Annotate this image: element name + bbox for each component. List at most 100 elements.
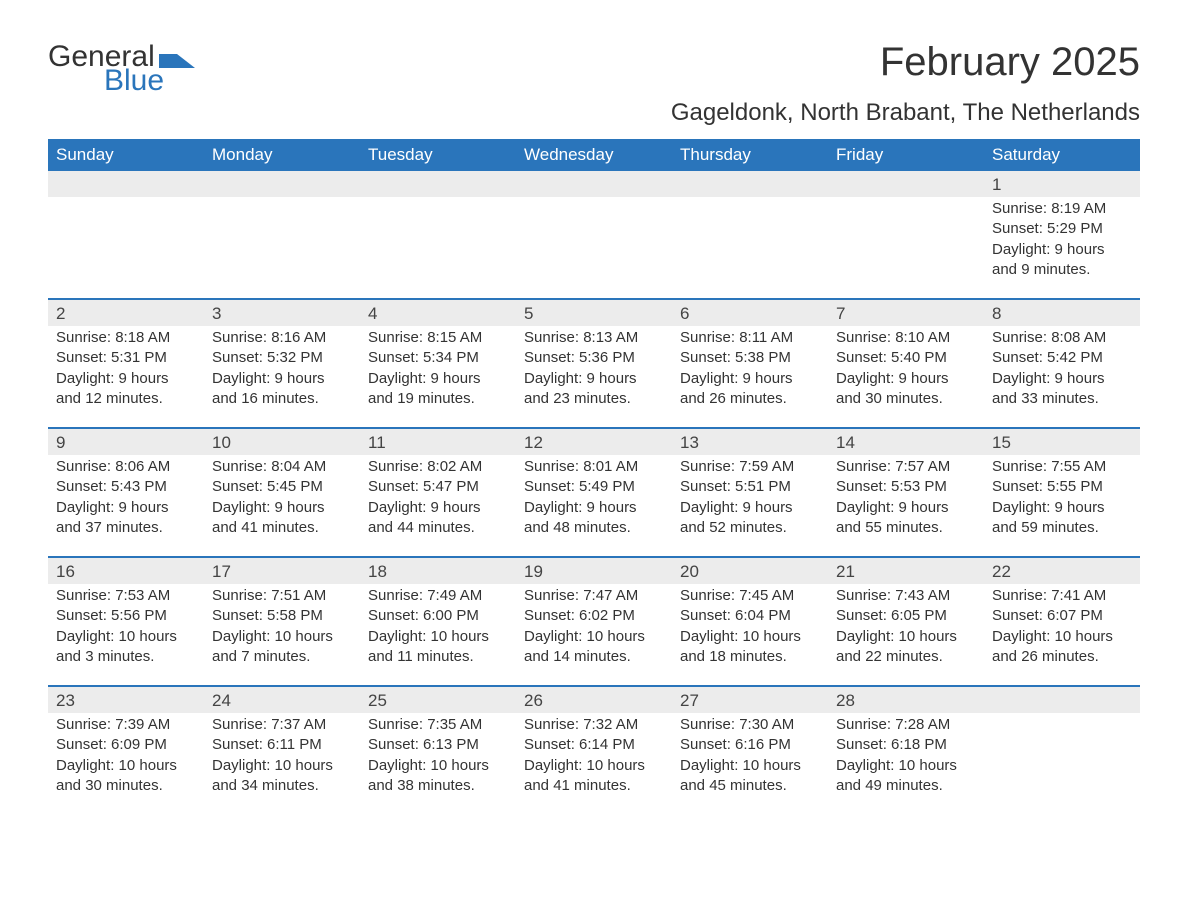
daylight-text: Daylight: 9 hours and 30 minutes. xyxy=(836,369,976,410)
sunrise-text: Sunrise: 7:43 AM xyxy=(836,586,976,606)
sunset-text: Sunset: 6:05 PM xyxy=(836,606,976,626)
sunrise-text: Sunrise: 7:59 AM xyxy=(680,457,820,477)
daylight-text: Daylight: 10 hours and 11 minutes. xyxy=(368,627,508,668)
day-detail-cell xyxy=(984,713,1140,814)
sunrise-text: Sunrise: 7:30 AM xyxy=(680,715,820,735)
daylight-text: Daylight: 9 hours and 9 minutes. xyxy=(992,240,1132,281)
day-header: Wednesday xyxy=(516,139,672,171)
sunset-text: Sunset: 5:31 PM xyxy=(56,348,196,368)
daylight-text: Daylight: 10 hours and 30 minutes. xyxy=(56,756,196,797)
day-detail-cell: Sunrise: 7:47 AMSunset: 6:02 PMDaylight:… xyxy=(516,584,672,685)
day-detail-cell: Sunrise: 8:11 AMSunset: 5:38 PMDaylight:… xyxy=(672,326,828,427)
sunrise-text: Sunrise: 8:08 AM xyxy=(992,328,1132,348)
day-detail-cell xyxy=(204,197,360,298)
daylight-text: Daylight: 9 hours and 52 minutes. xyxy=(680,498,820,539)
day-detail-cell: Sunrise: 8:16 AMSunset: 5:32 PMDaylight:… xyxy=(204,326,360,427)
sunrise-text: Sunrise: 7:41 AM xyxy=(992,586,1132,606)
day-detail-cell: Sunrise: 7:43 AMSunset: 6:05 PMDaylight:… xyxy=(828,584,984,685)
day-detail-cell xyxy=(672,197,828,298)
daylight-text: Daylight: 10 hours and 38 minutes. xyxy=(368,756,508,797)
daylight-text: Daylight: 9 hours and 41 minutes. xyxy=(212,498,352,539)
day-detail-cell: Sunrise: 7:35 AMSunset: 6:13 PMDaylight:… xyxy=(360,713,516,814)
month-title: February 2025 xyxy=(671,40,1140,85)
sunset-text: Sunset: 5:32 PM xyxy=(212,348,352,368)
day-detail-cell: Sunrise: 8:15 AMSunset: 5:34 PMDaylight:… xyxy=(360,326,516,427)
sunrise-text: Sunrise: 7:49 AM xyxy=(368,586,508,606)
day-detail-cell: Sunrise: 7:39 AMSunset: 6:09 PMDaylight:… xyxy=(48,713,204,814)
sunrise-text: Sunrise: 7:51 AM xyxy=(212,586,352,606)
sunrise-text: Sunrise: 8:16 AM xyxy=(212,328,352,348)
sunrise-text: Sunrise: 8:18 AM xyxy=(56,328,196,348)
sunrise-text: Sunrise: 7:28 AM xyxy=(836,715,976,735)
day-header: Monday xyxy=(204,139,360,171)
sunset-text: Sunset: 6:02 PM xyxy=(524,606,664,626)
daylight-text: Daylight: 10 hours and 26 minutes. xyxy=(992,627,1132,668)
daylight-text: Daylight: 9 hours and 55 minutes. xyxy=(836,498,976,539)
day-detail-cell: Sunrise: 7:28 AMSunset: 6:18 PMDaylight:… xyxy=(828,713,984,814)
sunset-text: Sunset: 5:45 PM xyxy=(212,477,352,497)
sunset-text: Sunset: 6:13 PM xyxy=(368,735,508,755)
sunset-text: Sunset: 6:11 PM xyxy=(212,735,352,755)
daylight-text: Daylight: 10 hours and 49 minutes. xyxy=(836,756,976,797)
day-number-cell: 22 xyxy=(984,558,1140,584)
sunset-text: Sunset: 5:38 PM xyxy=(680,348,820,368)
sunrise-text: Sunrise: 7:47 AM xyxy=(524,586,664,606)
daylight-text: Daylight: 10 hours and 7 minutes. xyxy=(212,627,352,668)
daylight-text: Daylight: 9 hours and 12 minutes. xyxy=(56,369,196,410)
daylight-text: Daylight: 9 hours and 33 minutes. xyxy=(992,369,1132,410)
sunset-text: Sunset: 5:34 PM xyxy=(368,348,508,368)
sunset-text: Sunset: 5:40 PM xyxy=(836,348,976,368)
day-detail-cell: Sunrise: 8:10 AMSunset: 5:40 PMDaylight:… xyxy=(828,326,984,427)
day-number-cell: 4 xyxy=(360,300,516,326)
day-number-cell xyxy=(984,687,1140,713)
daylight-text: Daylight: 9 hours and 16 minutes. xyxy=(212,369,352,410)
day-detail-cell: Sunrise: 8:02 AMSunset: 5:47 PMDaylight:… xyxy=(360,455,516,556)
logo-word2: Blue xyxy=(104,64,164,98)
day-number-cell: 27 xyxy=(672,687,828,713)
day-number-cell xyxy=(516,171,672,197)
sunset-text: Sunset: 5:42 PM xyxy=(992,348,1132,368)
daylight-text: Daylight: 9 hours and 26 minutes. xyxy=(680,369,820,410)
sunset-text: Sunset: 5:36 PM xyxy=(524,348,664,368)
daylight-text: Daylight: 10 hours and 22 minutes. xyxy=(836,627,976,668)
sunrise-text: Sunrise: 7:35 AM xyxy=(368,715,508,735)
day-number-cell: 14 xyxy=(828,429,984,455)
day-detail-cell: Sunrise: 8:06 AMSunset: 5:43 PMDaylight:… xyxy=(48,455,204,556)
sunrise-text: Sunrise: 8:01 AM xyxy=(524,457,664,477)
day-header: Tuesday xyxy=(360,139,516,171)
sunrise-text: Sunrise: 8:04 AM xyxy=(212,457,352,477)
daylight-text: Daylight: 10 hours and 18 minutes. xyxy=(680,627,820,668)
logo: General Blue xyxy=(48,40,195,98)
day-number-cell: 28 xyxy=(828,687,984,713)
day-number-cell: 2 xyxy=(48,300,204,326)
sunrise-text: Sunrise: 8:19 AM xyxy=(992,199,1132,219)
day-number-cell: 9 xyxy=(48,429,204,455)
day-number-cell xyxy=(48,171,204,197)
day-number-cell xyxy=(204,171,360,197)
sunrise-text: Sunrise: 7:45 AM xyxy=(680,586,820,606)
day-number-cell: 10 xyxy=(204,429,360,455)
day-number-cell xyxy=(672,171,828,197)
sunrise-text: Sunrise: 8:10 AM xyxy=(836,328,976,348)
day-number-cell: 1 xyxy=(984,171,1140,197)
day-number-cell: 24 xyxy=(204,687,360,713)
title-block: February 2025 Gageldonk, North Brabant, … xyxy=(671,40,1140,127)
sunset-text: Sunset: 6:09 PM xyxy=(56,735,196,755)
sunrise-text: Sunrise: 7:39 AM xyxy=(56,715,196,735)
sunset-text: Sunset: 5:47 PM xyxy=(368,477,508,497)
day-number-cell: 19 xyxy=(516,558,672,584)
location: Gageldonk, North Brabant, The Netherland… xyxy=(671,99,1140,127)
sunrise-text: Sunrise: 8:02 AM xyxy=(368,457,508,477)
day-number-cell: 23 xyxy=(48,687,204,713)
day-detail-cell: Sunrise: 7:45 AMSunset: 6:04 PMDaylight:… xyxy=(672,584,828,685)
day-detail-cell xyxy=(48,197,204,298)
day-number-cell: 20 xyxy=(672,558,828,584)
sunrise-text: Sunrise: 7:57 AM xyxy=(836,457,976,477)
calendar-header-row: SundayMondayTuesdayWednesdayThursdayFrid… xyxy=(48,139,1140,171)
daylight-text: Daylight: 10 hours and 34 minutes. xyxy=(212,756,352,797)
sunrise-text: Sunrise: 7:37 AM xyxy=(212,715,352,735)
day-detail-cell: Sunrise: 7:41 AMSunset: 6:07 PMDaylight:… xyxy=(984,584,1140,685)
daylight-text: Daylight: 9 hours and 19 minutes. xyxy=(368,369,508,410)
daylight-text: Daylight: 10 hours and 14 minutes. xyxy=(524,627,664,668)
day-detail-cell: Sunrise: 8:19 AMSunset: 5:29 PMDaylight:… xyxy=(984,197,1140,298)
